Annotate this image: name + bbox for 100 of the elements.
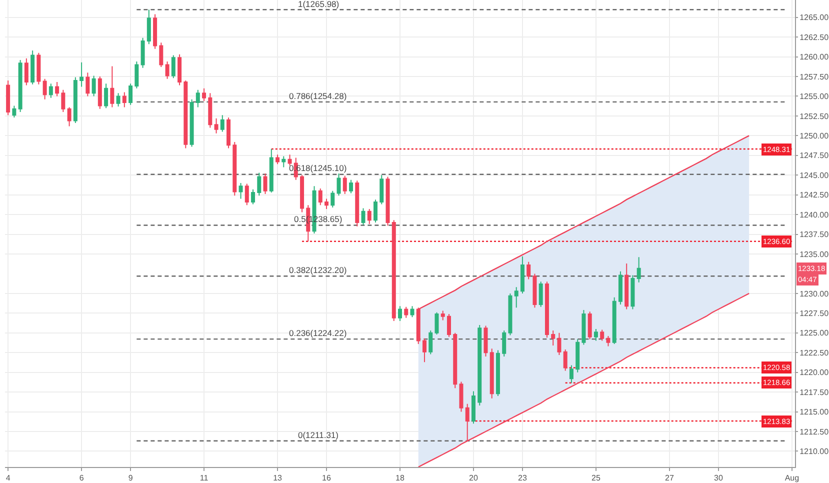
x-tick-label: 9 — [128, 474, 134, 483]
candlestick — [374, 199, 378, 223]
candlestick — [263, 173, 268, 195]
candlestick — [355, 180, 360, 227]
x-tick-label: 25 — [592, 474, 601, 483]
candlestick — [226, 117, 231, 149]
candlestick — [380, 174, 384, 205]
candlestick — [557, 332, 562, 356]
candlestick — [422, 338, 426, 363]
series-label: 0.382(1232.20) — [289, 265, 347, 275]
candlestick — [508, 292, 512, 336]
candlestick — [190, 98, 194, 148]
candlestick — [576, 338, 580, 373]
y-tick-label: 1245.00 — [800, 170, 829, 180]
candlestick — [36, 52, 41, 85]
candlestick — [404, 306, 408, 318]
candlestick — [502, 330, 506, 358]
x-tick-label: 13 — [273, 474, 283, 483]
candlestick — [336, 173, 341, 196]
candlestick — [367, 208, 372, 225]
candlestick — [484, 325, 488, 358]
candlestick — [538, 281, 543, 308]
candlestick — [569, 364, 574, 384]
candlestick — [153, 14, 158, 50]
candlestick — [636, 256, 641, 283]
candlestick — [12, 105, 16, 118]
candlestick — [220, 114, 224, 132]
candlestick — [588, 311, 592, 340]
candlestick — [104, 83, 108, 109]
y-tick-label: 1212.50 — [800, 427, 829, 436]
candlestick — [116, 92, 120, 107]
x-tick-label: 23 — [518, 474, 528, 483]
candlestick — [600, 329, 604, 342]
candlestick — [159, 42, 164, 68]
candlestick — [330, 190, 335, 208]
candlestick — [67, 106, 72, 127]
candlestick — [196, 89, 200, 108]
candlestick — [140, 37, 145, 68]
candlestick — [269, 148, 274, 193]
candlestick — [48, 83, 53, 98]
series-label: 1(1265.98) — [298, 0, 340, 9]
y-tick-label: 1217.50 — [800, 388, 829, 397]
y-tick-label: 1255.00 — [800, 92, 829, 102]
candlestick — [342, 175, 347, 195]
candlestick — [24, 58, 28, 86]
candlestick — [122, 92, 126, 108]
x-tick-label: 6 — [79, 474, 84, 483]
x-tick-label: 11 — [200, 474, 209, 483]
candlestick — [92, 75, 96, 97]
candlestick — [73, 76, 78, 124]
candlestick — [428, 330, 433, 355]
candlestick — [582, 310, 586, 346]
candlestick — [496, 350, 500, 396]
candlestick — [146, 9, 151, 45]
y-tick-label: 1222.50 — [800, 348, 829, 358]
candlestick — [276, 154, 280, 165]
candlestick — [282, 156, 286, 168]
candlestick — [520, 256, 524, 294]
y-tick-label: 1215.00 — [800, 408, 829, 417]
x-tick-label: 4 — [6, 474, 11, 483]
candlestick — [42, 78, 47, 100]
candlestick — [18, 59, 22, 113]
x-tick-label: 20 — [469, 474, 478, 483]
candlestick — [410, 306, 414, 318]
candlestick — [490, 348, 494, 399]
y-tick-label: 1252.50 — [800, 112, 829, 121]
candlestick — [98, 76, 102, 110]
y-tick-label: 1260.00 — [800, 52, 829, 62]
candlestick — [446, 313, 451, 338]
x-tick-label: 16 — [322, 474, 332, 483]
y-tick-label: 1220.00 — [800, 368, 829, 378]
x-tick-label: 30 — [714, 474, 724, 483]
y-tick-label: 1210.00 — [800, 447, 829, 456]
candlestick — [471, 390, 476, 424]
candlestick — [434, 312, 439, 335]
candlestick — [134, 61, 139, 89]
y-tick-label: 1235.00 — [800, 250, 829, 259]
candlestick — [288, 154, 292, 166]
y-tick-label: 1242.50 — [800, 190, 829, 200]
candlestick — [61, 89, 66, 113]
candlestick — [257, 172, 262, 196]
x-tick-label: 27 — [665, 474, 674, 483]
series-label: 0.236(1224.22) — [289, 328, 347, 338]
candlestick — [618, 270, 622, 305]
candlestick — [630, 274, 635, 310]
candlestick — [244, 183, 249, 206]
series-label: 0.786(1254.28) — [289, 91, 347, 101]
candlestick — [214, 118, 218, 134]
candlestick — [238, 182, 243, 200]
candlestick — [526, 261, 531, 280]
candlestick — [465, 403, 470, 442]
candlestick — [594, 328, 598, 342]
candlestick — [392, 220, 396, 322]
candlestick — [300, 174, 304, 213]
candlestick — [459, 381, 464, 412]
candlestick — [171, 54, 176, 79]
candlestick — [232, 141, 237, 196]
series-label: 0(1211.31) — [298, 430, 339, 440]
candlestick — [453, 332, 458, 389]
candlestick — [361, 208, 366, 226]
